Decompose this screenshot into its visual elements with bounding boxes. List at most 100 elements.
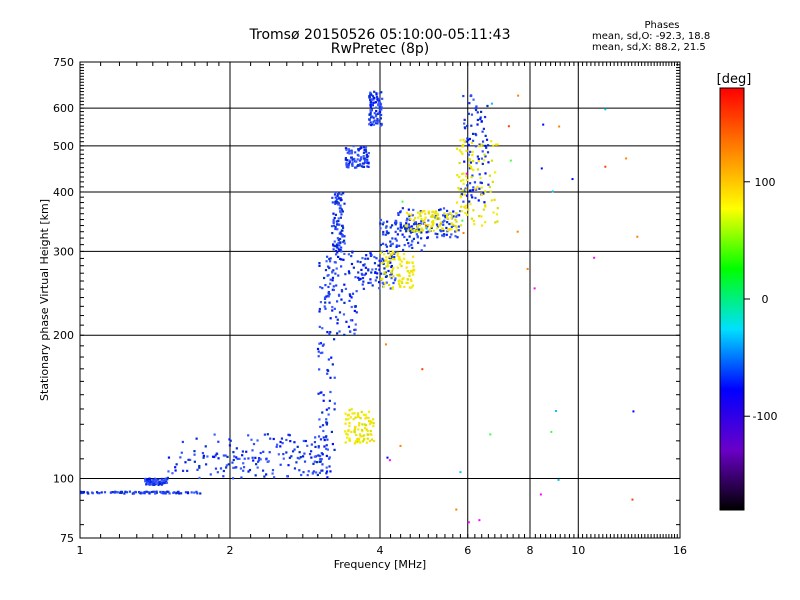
data-point-outlier (625, 157, 628, 160)
data-point (364, 413, 367, 416)
data-point (307, 470, 310, 473)
data-point (348, 421, 351, 425)
data-point (462, 182, 465, 185)
data-point (477, 159, 480, 163)
data-point (336, 201, 339, 204)
data-point (479, 181, 482, 184)
data-point (457, 186, 460, 190)
data-point (336, 193, 340, 196)
data-point (369, 111, 372, 114)
data-point (310, 450, 313, 453)
data-point (472, 189, 475, 192)
data-point (393, 221, 397, 225)
x-tick-label: 16 (673, 544, 687, 557)
data-point (353, 328, 356, 332)
data-point (356, 412, 360, 415)
data-point (465, 194, 469, 197)
data-point (338, 257, 342, 261)
chart-title: Tromsø 20150526 05:10:00-05:11:43 (249, 27, 511, 43)
data-point (354, 440, 357, 443)
data-point (325, 444, 328, 447)
data-point (325, 466, 328, 469)
data-point (339, 199, 342, 202)
data-point-outlier (551, 190, 554, 193)
data-point (427, 210, 430, 213)
data-point (365, 153, 368, 156)
data-point (438, 217, 441, 220)
data-point-outlier (550, 430, 553, 433)
data-point (360, 156, 363, 159)
data-point (446, 213, 449, 217)
data-point (303, 452, 306, 455)
data-point (308, 452, 312, 456)
data-point (494, 221, 497, 224)
data-point (166, 490, 169, 493)
data-point (376, 98, 379, 101)
data-point (152, 482, 155, 486)
data-point (480, 120, 483, 123)
data-point (362, 151, 366, 154)
x-tick-label: 10 (571, 544, 585, 557)
data-point (361, 256, 364, 260)
data-point (345, 432, 348, 435)
data-point (350, 305, 353, 309)
data-point (340, 298, 343, 301)
data-point (470, 217, 474, 220)
data-point (468, 189, 472, 192)
data-point (350, 262, 354, 266)
data-point (139, 492, 142, 495)
data-point (123, 492, 126, 495)
x-tick-label: 8 (527, 544, 534, 557)
data-point (326, 255, 329, 258)
data-point (382, 259, 385, 262)
data-point (396, 266, 399, 269)
data-point (357, 428, 360, 431)
data-point (337, 203, 340, 206)
data-point (79, 490, 82, 493)
data-point (285, 438, 288, 442)
data-point (353, 431, 357, 434)
data-point (348, 159, 351, 162)
data-point (344, 147, 348, 150)
data-point (420, 211, 423, 214)
data-point (383, 253, 386, 256)
data-point (338, 237, 342, 241)
data-point (286, 475, 289, 478)
data-point (385, 230, 389, 233)
data-point (322, 429, 325, 433)
data-point (143, 478, 147, 481)
phase-legend-heading: Phases (644, 20, 680, 31)
data-point (417, 216, 420, 219)
data-point (327, 285, 330, 289)
data-point (239, 467, 243, 470)
data-point (430, 225, 433, 228)
data-point (455, 215, 458, 218)
data-point (334, 225, 337, 229)
data-point (449, 236, 452, 239)
x-axis-label: Frequency [MHz] (334, 558, 426, 571)
data-point (259, 458, 262, 461)
data-point-outlier (526, 267, 529, 270)
data-point (400, 260, 403, 263)
data-point (343, 301, 346, 304)
data-point (446, 221, 449, 224)
data-point (427, 212, 430, 215)
data-point (364, 161, 367, 164)
data-point (201, 451, 204, 455)
data-point (164, 481, 167, 484)
data-point (179, 456, 182, 459)
data-point (304, 439, 307, 443)
data-point (341, 224, 344, 227)
data-point (457, 225, 460, 228)
data-point (326, 448, 330, 451)
data-point (233, 455, 236, 458)
data-point (486, 151, 490, 154)
data-point (383, 267, 386, 270)
data-point (454, 218, 457, 221)
data-point (173, 491, 176, 494)
data-point (206, 455, 209, 458)
data-point (318, 418, 321, 421)
data-point (466, 137, 469, 140)
data-point (387, 260, 390, 264)
data-point (423, 209, 426, 213)
